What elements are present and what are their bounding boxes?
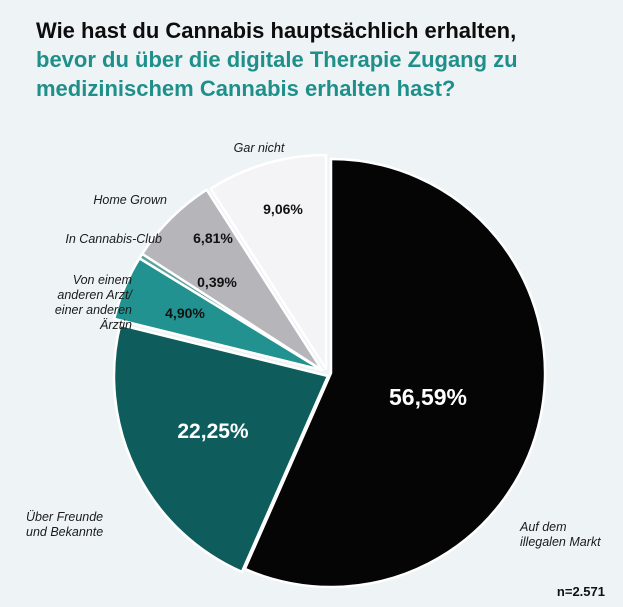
- slice-value-label-0: 56,59%: [389, 384, 467, 410]
- slice-value-label-3: 0,39%: [197, 274, 237, 290]
- slice-category-label-0: Auf dem illegalen Markt: [519, 520, 601, 549]
- slice-category-label-1: Über Freunde und Bekannte: [26, 510, 103, 539]
- chart-title: Wie hast du Cannabis hauptsächlich erhal…: [36, 16, 616, 103]
- pie-slice-1: [112, 323, 330, 574]
- pie-slice-5: [209, 153, 328, 371]
- title-line-2: bevor du über die digitale Therapie Zuga…: [36, 47, 518, 72]
- title-line-3: medizinischem Cannabis erhalten hast?: [36, 76, 456, 101]
- pie-slice-0: [243, 157, 547, 589]
- slice-value-label-5: 9,06%: [263, 201, 303, 217]
- sample-size: n=2.571: [556, 584, 605, 599]
- slice-category-label-4: Home Grown: [93, 193, 167, 207]
- title-line-1: Wie hast du Cannabis hauptsächlich erhal…: [36, 18, 517, 43]
- pie-slice-4: [141, 188, 324, 372]
- slice-category-label-5: Gar nicht: [234, 141, 285, 155]
- slice-category-label-2: Von einem anderen Arzt/einer anderen Ärzti…: [55, 273, 134, 332]
- slice-value-label-1: 22,25%: [177, 420, 249, 443]
- slice-category-label-3: In Cannabis-Club: [65, 232, 162, 246]
- slice-value-label-4: 6,81%: [193, 230, 233, 246]
- slice-value-label-2: 4,90%: [165, 305, 205, 321]
